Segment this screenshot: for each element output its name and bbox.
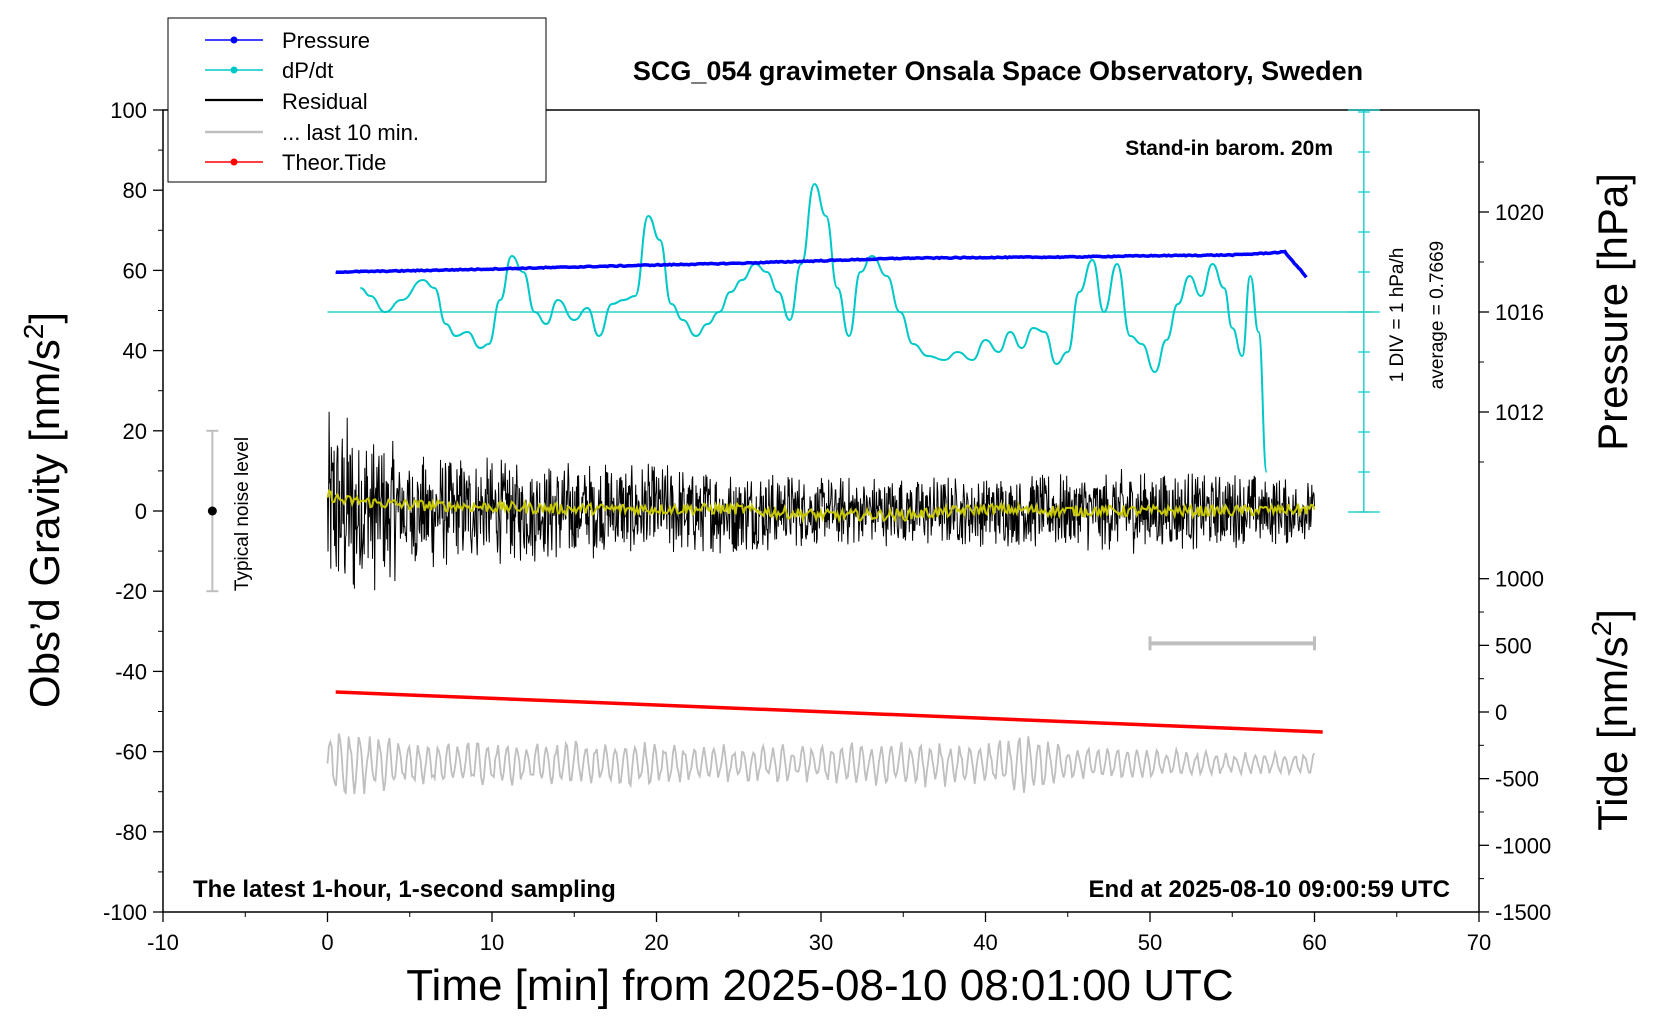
x-tick-label: -10 (147, 930, 179, 955)
legend-label-residual: Residual (282, 89, 368, 114)
legend-entry-residual: Residual (205, 89, 368, 114)
y-tick-label: 80 (123, 178, 147, 203)
legend: Pressure dP/dt Residual ... last 10 min.… (167, 17, 547, 183)
x-tick-label: 30 (809, 930, 833, 955)
dpdt-line (360, 182, 1268, 473)
pressure-series (335, 249, 1308, 279)
chart-annotations-graphics (206, 429, 1316, 651)
y-tick-label: 0 (135, 499, 147, 524)
tide-tick-label: -1000 (1495, 833, 1551, 858)
x-tick-label: 50 (1138, 930, 1162, 955)
noise-level-label: Typical noise level (232, 437, 253, 591)
x-tick-label: 40 (973, 930, 997, 955)
tide-tick-label: 0 (1495, 700, 1507, 725)
pressure-tick-label: 1012 (1495, 400, 1544, 425)
y-tick-label: -20 (115, 579, 147, 604)
y-tick-label: -100 (103, 900, 147, 925)
y-tick-label: -40 (115, 659, 147, 684)
y-axis-label-left: Obs’d Gravity [nm/s2] (18, 312, 68, 708)
x-tick-label: 60 (1302, 930, 1326, 955)
tide-line (335, 690, 1323, 734)
tide-tick-label: -500 (1495, 767, 1539, 792)
theoretical-tide-series (335, 690, 1323, 734)
pressure-tick-label: 1016 (1495, 300, 1544, 325)
pressure-line (335, 249, 1308, 279)
tide-tick-label: 500 (1495, 633, 1532, 658)
y-axis-label-pressure: Pressure [hPa] (1589, 173, 1636, 451)
end-time-note: End at 2025-08-10 09:00:59 UTC (1089, 876, 1451, 903)
residual-series (327, 411, 1315, 591)
stand-in-barometer-note: Stand-in barom. 20m (1125, 137, 1333, 160)
legend-label-pressure: Pressure (282, 28, 370, 53)
residual-line (327, 411, 1315, 591)
latest-hour-note: The latest 1-hour, 1-second sampling (193, 876, 616, 903)
legend-entry-pressure: Pressure (205, 28, 370, 53)
residual-smoothed-line (326, 489, 1316, 524)
y-tick-label: 40 (123, 339, 147, 364)
residual-smoothed-series (326, 489, 1316, 524)
legend-label-last10: ... last 10 min. (282, 120, 419, 145)
legend-label-tide: Theor.Tide (282, 150, 386, 175)
y-axis-label-tide: Tide [nm/s2] (1586, 609, 1636, 831)
legend-marker-tide (230, 158, 238, 166)
x-tick-label: 20 (644, 930, 668, 955)
last-10-min-series (326, 733, 1316, 796)
dpdt-average-label: average = 0.7669 (1427, 241, 1448, 389)
y-tick-label: 60 (123, 258, 147, 283)
x-tick-label: 10 (480, 930, 504, 955)
legend-label-dpdt: dP/dt (282, 58, 333, 83)
legend-marker-pressure (230, 36, 238, 44)
chart-title: SCG_054 gravimeter Onsala Space Observat… (633, 56, 1363, 86)
legend-entry-dpdt: dP/dt (205, 58, 333, 83)
y-tick-label: -80 (115, 820, 147, 845)
legend-entry-tide: Theor.Tide (205, 150, 386, 175)
tide-tick-label: 1000 (1495, 567, 1544, 592)
last-10-min-line (326, 733, 1316, 796)
y-tick-label: 100 (110, 98, 147, 123)
y-tick-label: 20 (123, 419, 147, 444)
x-axis-label: Time [min] from 2025-08-10 08:01:00 UTC (406, 961, 1233, 1010)
noise-bar-center (207, 506, 217, 516)
dpdt-series (327, 109, 1380, 513)
dpdt-division-label: 1 DIV = 1 hPa/h (1387, 248, 1408, 383)
axis-ticks: -10 0 10 20 30 40 50 60 70-100-80-60-40-20020406… (103, 98, 1551, 955)
legend-marker-dpdt (230, 66, 238, 74)
x-tick-label: 0 (321, 930, 333, 955)
pressure-tick-label: 1020 (1495, 200, 1544, 225)
y-tick-label: -60 (115, 740, 147, 765)
tide-tick-label: -1500 (1495, 900, 1551, 925)
x-tick-label: 70 (1467, 930, 1491, 955)
legend-entry-last10: ... last 10 min. (205, 120, 419, 145)
